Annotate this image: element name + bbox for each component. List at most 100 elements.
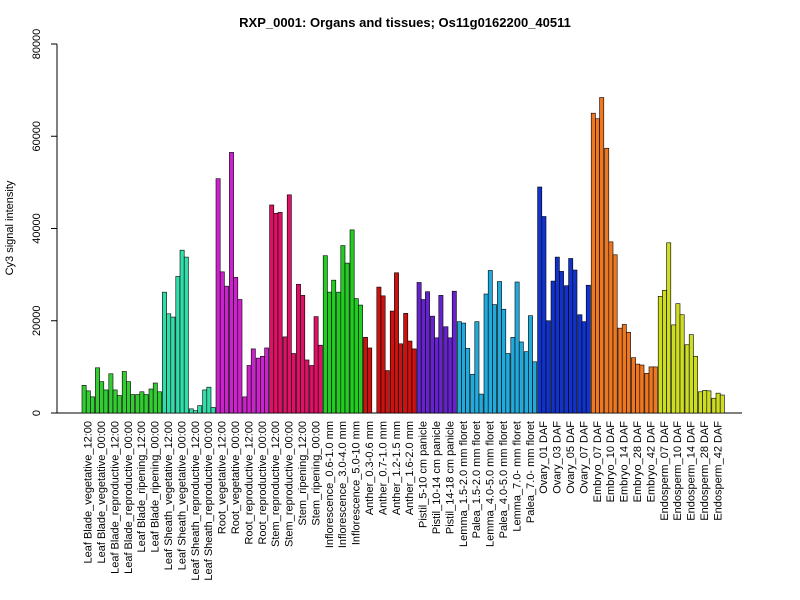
category-label: Endosperm_42 DAF bbox=[712, 421, 724, 521]
bar bbox=[188, 408, 194, 414]
bar bbox=[296, 284, 301, 414]
bar bbox=[430, 315, 435, 414]
category-label: Pistil_10-14 cm panicle bbox=[431, 421, 443, 534]
bar bbox=[322, 255, 328, 414]
bar bbox=[206, 386, 212, 414]
category-label: Ovary_03 DAF bbox=[552, 421, 564, 494]
bar bbox=[210, 407, 216, 414]
bar bbox=[438, 295, 444, 414]
bar bbox=[626, 331, 631, 414]
bar bbox=[688, 334, 694, 414]
bar bbox=[219, 271, 225, 414]
bar bbox=[456, 321, 462, 414]
bar bbox=[684, 344, 690, 414]
category-label: Leaf Blade_reproductive_00:00 bbox=[123, 421, 135, 574]
bar bbox=[599, 97, 605, 414]
bar bbox=[604, 147, 610, 414]
bar bbox=[331, 279, 337, 414]
bar bbox=[273, 212, 279, 414]
category-label: Ovary_07 DAF bbox=[578, 421, 590, 494]
category-label: Root_vegetative_12:00 bbox=[217, 421, 229, 534]
category-label: Anther_0.7-1.0 mm bbox=[377, 421, 389, 515]
bar bbox=[443, 326, 449, 414]
bar bbox=[545, 320, 551, 414]
bar bbox=[420, 299, 426, 414]
bar bbox=[340, 245, 346, 414]
bar bbox=[635, 363, 641, 414]
bar bbox=[237, 299, 243, 414]
bar bbox=[264, 347, 270, 414]
bar bbox=[568, 258, 574, 414]
bar bbox=[282, 336, 288, 414]
bar bbox=[246, 365, 252, 414]
bar bbox=[474, 321, 480, 414]
category-label: Lemma_4.0-5.0 mm floret bbox=[485, 421, 497, 547]
bar bbox=[183, 256, 189, 414]
category-label: Stem_ripening_00:00 bbox=[310, 421, 322, 526]
category-label: Embryo_28 DAF bbox=[632, 421, 644, 503]
bar bbox=[434, 337, 440, 414]
bar bbox=[706, 390, 712, 414]
category-label: Pistil_5-10 cm panicle bbox=[418, 421, 430, 528]
bar bbox=[108, 373, 114, 414]
bar bbox=[652, 366, 658, 414]
category-label: Embryo_10 DAF bbox=[605, 421, 617, 503]
bar bbox=[510, 337, 516, 414]
bar bbox=[487, 270, 493, 414]
bar bbox=[666, 242, 672, 414]
bar bbox=[229, 152, 234, 414]
bar bbox=[595, 118, 600, 414]
bar bbox=[224, 285, 229, 414]
bar bbox=[353, 298, 359, 414]
bar bbox=[648, 366, 654, 414]
bar bbox=[715, 392, 721, 414]
bar bbox=[179, 249, 185, 414]
category-label: Lemma_1.5-2.0 mm floret bbox=[458, 421, 470, 547]
y-tick-label: 0 bbox=[31, 410, 43, 416]
category-label: Leaf Sheath_reproductive_00:00 bbox=[203, 421, 215, 581]
bar bbox=[403, 313, 409, 414]
bar bbox=[215, 178, 221, 414]
bar bbox=[447, 337, 453, 414]
bar bbox=[367, 347, 373, 414]
bar bbox=[286, 194, 292, 414]
bar bbox=[621, 324, 627, 414]
bar bbox=[233, 277, 239, 414]
bar bbox=[518, 341, 524, 414]
category-label: Stem_reproductive_00:00 bbox=[284, 421, 296, 547]
category-label: Palea_7.0- mm floret bbox=[525, 421, 537, 523]
bar bbox=[523, 351, 529, 414]
bar bbox=[585, 284, 591, 414]
bar bbox=[425, 291, 430, 414]
y-tick-label: 20000 bbox=[31, 305, 43, 336]
bar bbox=[313, 316, 319, 414]
category-label: Root_reproductive_00:00 bbox=[257, 421, 269, 545]
category-label: Endosperm_10 DAF bbox=[672, 421, 684, 521]
bar bbox=[126, 381, 131, 414]
bar bbox=[572, 269, 578, 414]
bar bbox=[550, 280, 556, 414]
bar bbox=[380, 295, 386, 414]
bar bbox=[103, 389, 109, 414]
category-label: Ovary_05 DAF bbox=[565, 421, 577, 494]
bar bbox=[202, 389, 208, 414]
bar bbox=[483, 293, 489, 414]
bar bbox=[389, 310, 395, 414]
bar bbox=[162, 291, 167, 414]
bar bbox=[411, 348, 417, 414]
bar bbox=[376, 286, 382, 414]
bar bbox=[394, 272, 399, 414]
bar bbox=[554, 256, 560, 414]
bar bbox=[269, 204, 275, 414]
bar bbox=[693, 355, 698, 414]
bar bbox=[130, 394, 136, 414]
category-label: Leaf Blade_ripening_00:00 bbox=[150, 421, 162, 553]
bar bbox=[291, 353, 296, 414]
category-label: Stem_reproductive_12:00 bbox=[270, 421, 282, 547]
category-label: Leaf Sheath_vegetative_00:00 bbox=[176, 421, 188, 570]
category-label: Anther_0.3-0.6 mm bbox=[364, 421, 376, 515]
category-label: Root_reproductive_12:00 bbox=[243, 421, 255, 545]
bar bbox=[644, 373, 650, 414]
bars bbox=[81, 97, 725, 414]
bar bbox=[711, 397, 717, 414]
